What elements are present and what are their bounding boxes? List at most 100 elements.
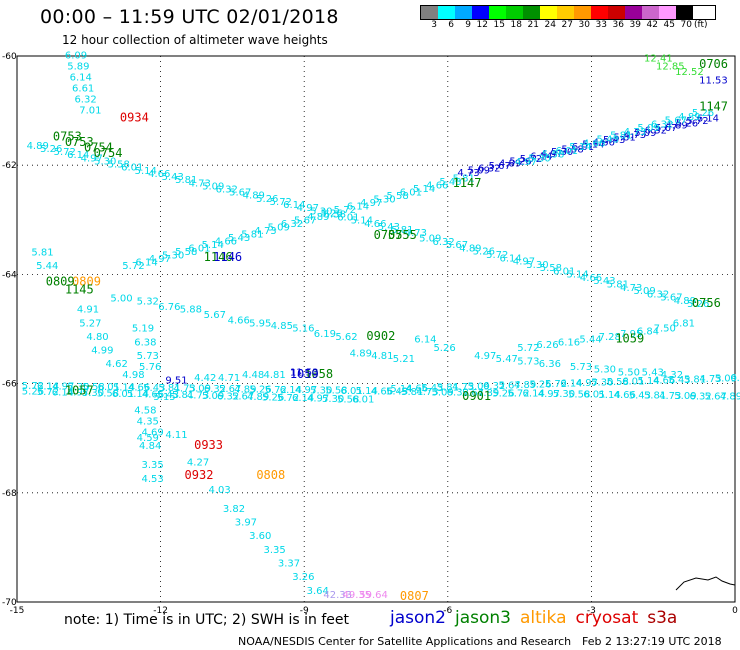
colorbar-tick: 45 <box>663 20 675 30</box>
track-point: 4.73 <box>189 178 211 189</box>
wave-height-value: 4.99 <box>91 346 113 357</box>
track-point: 5.67 <box>294 216 316 227</box>
track-point: 6.01 <box>556 146 578 157</box>
track-point: 5.09 <box>715 373 737 384</box>
wave-height-value: 5.88 <box>180 305 202 316</box>
track-point: 5.14 <box>127 389 149 400</box>
legend-item-jason3: jason3 <box>455 608 511 628</box>
wave-height-value: 6.32 <box>74 94 96 105</box>
wave-height-value: 9.51 <box>165 376 187 387</box>
track-point: 6.14 <box>347 202 369 213</box>
track-time-label: 0933 <box>194 438 223 452</box>
track-point: 5.58 <box>542 150 564 161</box>
track-point: 4.89 <box>247 392 269 403</box>
track-point: 5.72 <box>37 387 59 398</box>
coastline <box>675 576 736 591</box>
y-tick-label: -68 <box>2 489 17 499</box>
colorbar-swatch <box>642 6 659 19</box>
track-point: 4.66 <box>580 273 602 284</box>
wave-height-value: 6.26 <box>536 340 558 351</box>
wave-height-value: 3.37 <box>278 559 300 570</box>
track-point: 5.43 <box>162 172 184 183</box>
track-point: 4.89 <box>27 141 49 152</box>
track-point: 4.89 <box>499 159 521 170</box>
wave-height-value: 5.67 <box>204 310 226 321</box>
colorbar-tick: 3 <box>431 20 437 30</box>
wave-height-value: 11.53 <box>699 75 728 86</box>
track-point: 4.66 <box>593 137 615 148</box>
track-point: 5.09 <box>189 384 211 395</box>
wave-height-value: 3.64 <box>307 586 329 597</box>
track-point: 5.72 <box>277 393 299 404</box>
satellite-legend: jason2 jason3 altika cryosat s3a <box>390 608 686 628</box>
wave-height-value: 6.36 <box>539 359 561 370</box>
track-point: 5.09 <box>634 128 656 139</box>
wave-height-value: 4.97 <box>474 351 496 362</box>
track-point: 5.43 <box>603 135 625 146</box>
colorbar-swatch <box>608 6 625 19</box>
y-tick-label: -62 <box>2 161 17 171</box>
track-point: 4.89 <box>307 212 329 223</box>
track-point: 5.30 <box>310 206 332 217</box>
track-point: 5.09 <box>419 234 441 245</box>
track-point: 4.73 <box>699 374 721 385</box>
track-point: 5.67 <box>665 116 687 127</box>
track-point: 6.14 <box>67 150 89 161</box>
colorbar-swatch <box>421 6 438 19</box>
track-point: 6.01 <box>583 390 605 401</box>
wave-height-value: 12.52 <box>675 67 704 78</box>
track-point: 4.73 <box>452 382 474 393</box>
track-point: 5.72 <box>54 147 76 158</box>
colorbar-swatch <box>591 6 608 19</box>
track-point: 5.81 <box>644 391 666 402</box>
track-point: 5.30 <box>373 195 395 206</box>
legend-item-altika: altika <box>520 608 567 628</box>
wave-height-value: 5.72 <box>517 343 539 354</box>
colorbar-tick: 36 <box>612 20 624 30</box>
colorbar-swatch <box>472 6 489 19</box>
track-point: 5.14 <box>413 184 435 195</box>
track-time-label: 0755 <box>388 228 417 242</box>
track-point: 5.72 <box>22 381 44 392</box>
wave-height-value: 6.09 <box>65 51 87 62</box>
colorbar-swatch <box>455 6 472 19</box>
track-point: 5.26 <box>40 144 62 155</box>
track-point: 5.30 <box>526 260 548 271</box>
track-point: 5.26 <box>320 209 342 220</box>
wave-height-value: 4.81 <box>264 370 286 381</box>
track-point: 5.14 <box>569 142 591 153</box>
track-point: 6.01 <box>572 142 594 153</box>
track-point: 6.32 <box>432 237 454 248</box>
track-point: 6.14 <box>560 378 582 389</box>
colorbar-swatch <box>540 6 557 19</box>
track-point: 5.81 <box>391 225 413 236</box>
track-point: 5.09 <box>268 223 290 234</box>
track-point: 5.09 <box>432 387 454 398</box>
track-point: 6.32 <box>689 391 711 402</box>
colorbar-swatch <box>574 6 591 19</box>
track-point: 4.89 <box>459 243 481 254</box>
wave-height-value: 3.82 <box>223 504 245 515</box>
wave-height-value: 5.73 <box>517 356 539 367</box>
track-point: 6.32 <box>281 219 303 230</box>
x-tick-label: 0 <box>732 606 738 616</box>
wave-height-value: 5.43 <box>642 367 664 378</box>
track-point: 6.32 <box>730 373 740 384</box>
track-point: 5.14 <box>202 240 224 251</box>
track-point: 4.89 <box>720 392 740 403</box>
track-point: 4.97 <box>515 157 537 168</box>
track-time-label: 1059 <box>290 367 319 381</box>
track-point: 6.01 <box>121 163 143 174</box>
wave-height-value: 3.35 <box>141 460 163 471</box>
track-point: 5.14 <box>582 140 604 151</box>
track-point: 5.81 <box>175 175 197 186</box>
track-point: 5.58 <box>337 394 359 405</box>
wave-height-value: 4.89 <box>350 348 372 359</box>
track-time-label: 0934 <box>120 111 149 125</box>
track-point: 5.58 <box>82 382 104 393</box>
wave-height-value: 59.64 <box>359 590 388 601</box>
track-point: 5.30 <box>162 250 184 261</box>
y-tick-label: -64 <box>2 270 17 280</box>
wave-height-value: 5.50 <box>618 367 640 378</box>
track-point: 6.01 <box>340 386 362 397</box>
